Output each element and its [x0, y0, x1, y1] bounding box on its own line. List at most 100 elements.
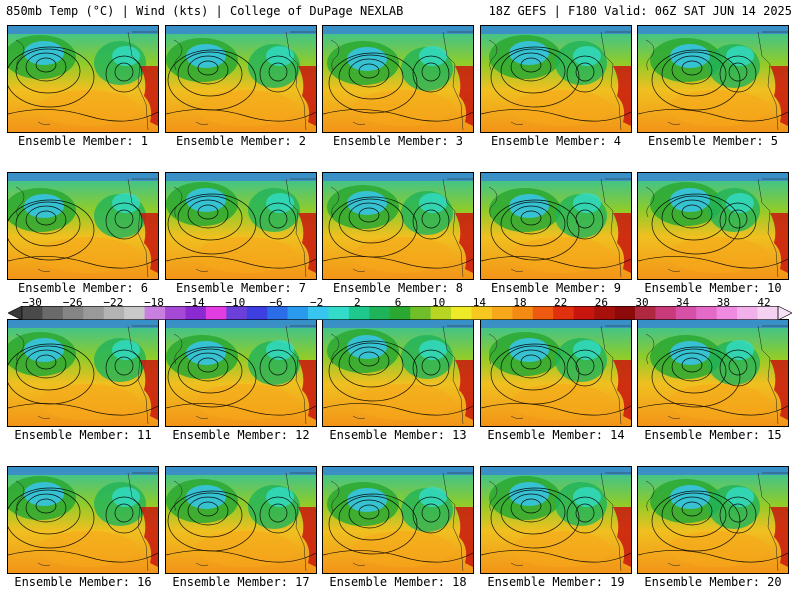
colorbar-tick-label: 2 — [354, 296, 361, 309]
ensemble-member-map-14 — [480, 319, 632, 427]
colorbar-swatch — [573, 306, 595, 320]
temperature-map — [481, 320, 631, 426]
colorbar-tick-label: −14 — [184, 296, 205, 309]
colorbar-tick-label: −26 — [62, 296, 83, 309]
temperature-map — [166, 26, 316, 132]
colorbar-right-arrow — [777, 306, 792, 320]
colorbar-swatch — [532, 306, 554, 320]
colorbar-tick-label: −30 — [22, 296, 42, 309]
temperature-map — [8, 467, 158, 573]
colorbar-tick-label: 14 — [472, 296, 486, 309]
temperature-map — [166, 320, 316, 426]
colorbar-swatch — [124, 306, 145, 320]
colorbar-swatch — [614, 306, 636, 320]
ensemble-member-map-16 — [7, 466, 159, 574]
colorbar-swatch — [348, 306, 370, 320]
ensemble-member-caption: Ensemble Member: 9 — [490, 281, 622, 295]
colorbar-swatch — [42, 306, 64, 320]
ensemble-member-caption: Ensemble Member: 10 — [644, 281, 782, 295]
colorbar-swatch — [594, 306, 615, 320]
ensemble-member-map-1 — [7, 25, 159, 133]
colorbar-swatch — [757, 306, 779, 320]
colorbar-tick-label: −10 — [225, 296, 246, 309]
colorbar-tick-label: 18 — [513, 296, 527, 309]
colorbar-left-arrow — [8, 306, 23, 320]
colorbar-swatch — [553, 306, 574, 320]
colorbar-swatch — [696, 306, 718, 320]
colorbar-swatch — [83, 306, 105, 320]
colorbar-swatch — [205, 306, 227, 320]
colorbar-swatch — [716, 306, 738, 320]
colorbar-swatch — [410, 306, 431, 320]
ensemble-member-map-5 — [637, 25, 789, 133]
ensemble-member-caption: Ensemble Member: 18 — [329, 575, 467, 589]
ensemble-member-map-8 — [322, 172, 474, 280]
temperature-map — [323, 26, 473, 132]
temperature-map — [638, 320, 788, 426]
colorbar-swatch — [185, 306, 207, 320]
colorbar-swatch — [491, 306, 513, 320]
colorbar-swatch — [471, 306, 493, 320]
ensemble-member-map-15 — [637, 319, 789, 427]
ensemble-member-caption: Ensemble Member: 16 — [14, 575, 152, 589]
colorbar-swatch — [328, 306, 350, 320]
ensemble-member-map-7 — [165, 172, 317, 280]
ensemble-member-caption: Ensemble Member: 3 — [332, 134, 464, 148]
colorbar-tick-label: 6 — [394, 296, 402, 309]
temperature-map — [638, 467, 788, 573]
colorbar-tick-label: 38 — [716, 296, 730, 309]
temperature-map — [166, 173, 316, 279]
colorbar-swatch — [226, 306, 248, 320]
ensemble-member-map-13 — [322, 319, 474, 427]
colorbar-swatch — [144, 306, 166, 320]
colorbar-tick-label: 30 — [635, 296, 649, 309]
colorbar-swatch — [634, 306, 656, 320]
temperature-map — [8, 26, 158, 132]
temperature-map — [481, 26, 631, 132]
ensemble-member-caption: Ensemble Member: 6 — [17, 281, 149, 295]
ensemble-member-map-10 — [637, 172, 789, 280]
ensemble-member-caption: Ensemble Member: 13 — [329, 428, 467, 442]
colorbar-swatch — [287, 306, 309, 320]
ensemble-member-map-19 — [480, 466, 632, 574]
ensemble-member-caption: Ensemble Member: 1 — [17, 134, 149, 148]
ensemble-member-caption: Ensemble Member: 2 — [175, 134, 307, 148]
temperature-map — [8, 320, 158, 426]
colorbar-tick-label: 34 — [676, 296, 690, 309]
ensemble-member-caption: Ensemble Member: 15 — [644, 428, 782, 442]
ensemble-member-caption: Ensemble Member: 7 — [175, 281, 307, 295]
colorbar-swatch — [737, 306, 758, 320]
ensemble-member-map-18 — [322, 466, 474, 574]
temperature-map — [638, 173, 788, 279]
ensemble-member-map-3 — [322, 25, 474, 133]
ensemble-member-map-12 — [165, 319, 317, 427]
temperature-map — [8, 173, 158, 279]
ensemble-member-caption: Ensemble Member: 8 — [332, 281, 464, 295]
colorbar-swatch — [430, 306, 452, 320]
temperature-map — [323, 467, 473, 573]
colorbar-swatch — [165, 306, 186, 320]
ensemble-member-map-6 — [7, 172, 159, 280]
colorbar-tick-label: 10 — [432, 296, 446, 309]
colorbar-tick-label: −2 — [310, 296, 324, 309]
ensemble-member-map-11 — [7, 319, 159, 427]
colorbar-swatch — [389, 306, 411, 320]
temperature-map — [481, 467, 631, 573]
ensemble-member-map-20 — [637, 466, 789, 574]
colorbar-tick-label: 42 — [757, 296, 771, 309]
ensemble-member-caption: Ensemble Member: 11 — [14, 428, 152, 442]
ensemble-member-map-2 — [165, 25, 317, 133]
colorbar-swatch — [451, 306, 472, 320]
colorbar-swatch — [369, 306, 391, 320]
colorbar-swatch — [246, 306, 268, 320]
ensemble-member-caption: Ensemble Member: 5 — [647, 134, 779, 148]
colorbar-swatch — [655, 306, 677, 320]
temperature-map — [166, 467, 316, 573]
ensemble-member-caption: Ensemble Member: 20 — [644, 575, 782, 589]
ensemble-member-caption: Ensemble Member: 4 — [490, 134, 622, 148]
temperature-map — [323, 173, 473, 279]
ensemble-member-caption: Ensemble Member: 17 — [172, 575, 310, 589]
colorbar-tick-label: −18 — [144, 296, 164, 309]
colorbar-tick-label: 26 — [594, 296, 608, 309]
colorbar-tick-label: 22 — [554, 296, 568, 309]
